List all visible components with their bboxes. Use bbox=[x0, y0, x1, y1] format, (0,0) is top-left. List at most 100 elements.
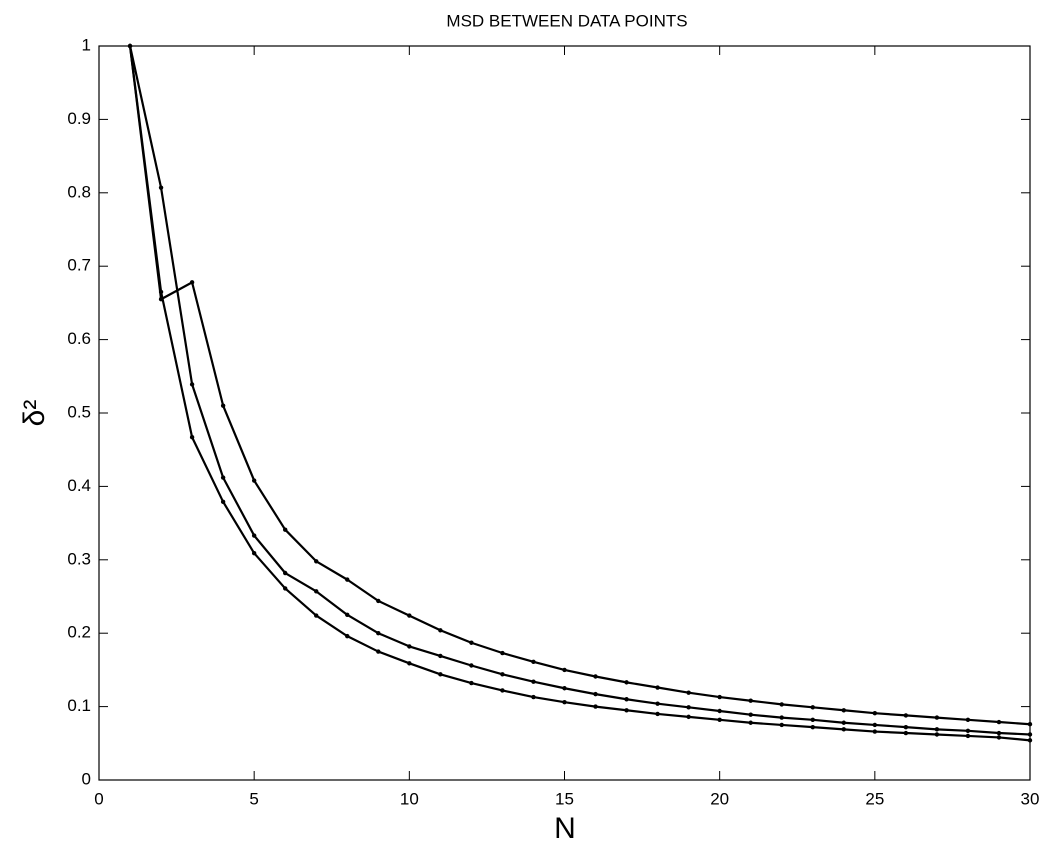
data-point bbox=[872, 729, 878, 734]
y-axis-label: δ² bbox=[18, 400, 51, 427]
data-point bbox=[220, 499, 226, 505]
data-point bbox=[562, 667, 567, 673]
data-point bbox=[686, 690, 691, 695]
data-point bbox=[779, 722, 784, 728]
data-point bbox=[438, 672, 443, 677]
x-tick-label: 0 bbox=[94, 789, 103, 808]
data-point bbox=[407, 613, 412, 618]
y-tick-label: 0.3 bbox=[67, 549, 91, 568]
data-point bbox=[624, 708, 629, 713]
data-point bbox=[314, 559, 319, 564]
data-point bbox=[562, 699, 567, 705]
y-tick-label: 1 bbox=[82, 35, 91, 54]
data-point bbox=[469, 640, 474, 645]
data-point bbox=[189, 435, 195, 440]
data-point bbox=[624, 680, 629, 685]
data-point bbox=[841, 727, 846, 732]
data-point bbox=[655, 685, 660, 690]
x-tick-label: 5 bbox=[249, 789, 258, 808]
data-point bbox=[841, 708, 846, 713]
data-point bbox=[593, 674, 598, 679]
data-point bbox=[438, 653, 443, 659]
data-point bbox=[872, 711, 878, 716]
y-tick-label: 0.8 bbox=[67, 182, 91, 201]
data-point bbox=[903, 724, 909, 730]
data-point bbox=[500, 672, 505, 677]
data-point bbox=[314, 613, 319, 618]
x-tick-label: 10 bbox=[400, 789, 419, 808]
data-point bbox=[469, 680, 474, 686]
data-point bbox=[748, 712, 753, 717]
data-point bbox=[345, 612, 350, 618]
data-point bbox=[717, 694, 722, 700]
data-point bbox=[872, 722, 878, 728]
x-tick-label: 15 bbox=[555, 789, 574, 808]
data-point bbox=[748, 698, 753, 703]
x-tick-label: 20 bbox=[710, 789, 729, 808]
y-tick-label: 0 bbox=[82, 769, 91, 788]
data-point bbox=[996, 719, 1002, 725]
data-point bbox=[500, 650, 505, 656]
data-point bbox=[965, 717, 971, 723]
data-point bbox=[593, 704, 598, 709]
data-point bbox=[283, 570, 288, 576]
data-point bbox=[220, 403, 226, 408]
data-point bbox=[158, 289, 164, 295]
y-tick-label: 0.2 bbox=[67, 623, 91, 642]
data-point bbox=[748, 720, 753, 725]
series-line bbox=[128, 45, 1031, 726]
data-point bbox=[127, 43, 133, 49]
data-point bbox=[251, 550, 257, 556]
data-point bbox=[376, 649, 381, 654]
data-point bbox=[376, 598, 381, 604]
data-point bbox=[655, 711, 660, 717]
x-tick-label: 25 bbox=[865, 789, 884, 808]
data-point bbox=[717, 717, 722, 723]
data-point bbox=[810, 705, 815, 710]
data-point bbox=[655, 701, 660, 706]
chart-title: MSD BETWEEN DATA POINTS bbox=[446, 11, 687, 30]
data-point bbox=[531, 679, 536, 684]
data-point bbox=[189, 382, 195, 387]
data-point bbox=[686, 714, 691, 720]
data-point bbox=[469, 663, 474, 668]
data-point bbox=[407, 661, 412, 666]
series-line bbox=[128, 45, 1031, 742]
data-point bbox=[500, 688, 505, 693]
series-line bbox=[128, 45, 1031, 736]
y-tick-label: 0.1 bbox=[67, 696, 91, 715]
data-point bbox=[903, 730, 909, 736]
y-tick-label: 0.9 bbox=[67, 109, 91, 128]
data-point bbox=[251, 533, 257, 538]
data-point bbox=[810, 724, 815, 730]
data-point bbox=[220, 475, 226, 480]
y-tick-label: 0.5 bbox=[67, 402, 91, 421]
y-tick-label: 0.6 bbox=[67, 329, 91, 348]
data-point bbox=[779, 702, 784, 707]
x-tick-label: 30 bbox=[1021, 789, 1040, 808]
data-point bbox=[965, 733, 971, 739]
data-point bbox=[189, 280, 195, 285]
data-point bbox=[996, 730, 1002, 736]
data-point bbox=[562, 686, 567, 691]
data-point bbox=[1027, 738, 1033, 743]
data-point bbox=[1027, 732, 1033, 737]
data-point bbox=[345, 633, 350, 639]
data-point bbox=[996, 735, 1002, 740]
data-point bbox=[531, 659, 536, 665]
data-point bbox=[934, 732, 940, 737]
data-point bbox=[407, 644, 412, 649]
data-point bbox=[717, 708, 722, 714]
data-point bbox=[934, 715, 940, 720]
data-point bbox=[158, 185, 164, 190]
data-point bbox=[345, 577, 350, 582]
y-tick-label: 0.7 bbox=[67, 256, 91, 275]
data-point bbox=[934, 727, 940, 732]
data-point bbox=[438, 628, 443, 633]
x-axis-label: N bbox=[554, 812, 576, 845]
data-point bbox=[531, 694, 536, 700]
data-point bbox=[314, 589, 319, 594]
data-point bbox=[251, 478, 257, 483]
